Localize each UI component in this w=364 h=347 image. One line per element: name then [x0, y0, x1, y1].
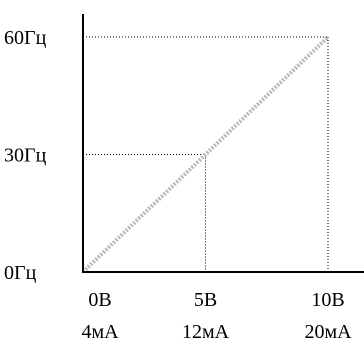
- y-tick-label-0: 0Гц: [4, 262, 37, 284]
- series-line-0: [81, 35, 330, 274]
- x-tick-sublabel-1: 12мА: [182, 321, 230, 343]
- tick-labels: 0Гц 30Гц 60Гц 0В 4мА 5В 12мА 10В 20мА: [4, 27, 352, 343]
- x-tick-label-1: 5В: [194, 289, 217, 311]
- x-tick-label-0: 0В: [88, 289, 111, 311]
- series-layer: [81, 35, 330, 274]
- y-tick-label-2: 60Гц: [4, 27, 47, 49]
- guide-lines: [83, 36, 329, 272]
- y-tick-label-1: 30Гц: [4, 145, 47, 167]
- axes: [82, 14, 364, 273]
- x-tick-sublabel-0: 4мА: [81, 321, 119, 343]
- x-tick-label-2: 10В: [311, 289, 344, 311]
- x-tick-sublabel-2: 20мА: [304, 321, 352, 343]
